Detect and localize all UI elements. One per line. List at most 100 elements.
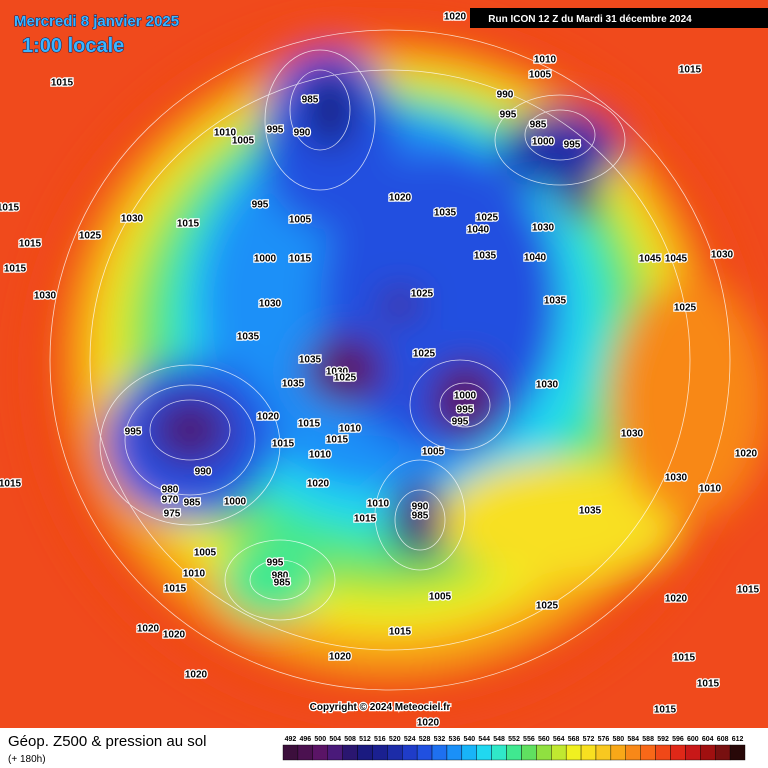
scale-label: 544 [478, 736, 490, 743]
isobar-label: 1020 [163, 630, 186, 641]
scale-swatch [506, 744, 522, 761]
isobar-label: 1015 [389, 627, 412, 638]
scale-label: 536 [449, 736, 461, 743]
isobar-label: 990 [497, 90, 514, 101]
isobar-label: 1005 [422, 447, 445, 458]
field-contour [500, 110, 620, 190]
isobar-label: 985 [184, 498, 201, 509]
color-scale: 492 496 500 504 508 512 516 520 524 528 532 536 540 5… [282, 736, 746, 761]
scale-label: 504 [329, 736, 341, 743]
isobar-label: 980 [272, 571, 289, 582]
scale-swatch [297, 744, 314, 761]
isobar-label: 1025 [536, 601, 559, 612]
scale-label: 532 [434, 736, 446, 743]
scale-swatch [536, 744, 552, 761]
isobar-label: 990 [412, 502, 429, 513]
scale-label: 552 [508, 736, 520, 743]
isobar-label: 1015 [289, 254, 312, 265]
scale-label: 560 [538, 736, 550, 743]
isobar-label: 1020 [307, 479, 330, 490]
isobar-label: 1030 [536, 380, 559, 391]
scale-label: 568 [568, 736, 580, 743]
run-box [470, 8, 768, 28]
scale-label: 508 [344, 736, 356, 743]
forecast-date: Mercredi 8 janvier 2025 [14, 13, 179, 30]
isobar-label: 1020 [389, 193, 412, 204]
scale-label: 572 [583, 736, 595, 743]
scale-swatch [431, 744, 448, 761]
isobar-label: 1030 [121, 214, 144, 225]
field-contour [305, 335, 385, 405]
scale-swatch [416, 744, 433, 761]
scale-swatch [655, 744, 671, 761]
isobar-label: 1030 [259, 299, 282, 310]
isobar-label: 985 [530, 120, 547, 131]
scale-swatch [610, 744, 626, 761]
isobar-label: 1035 [237, 332, 260, 343]
isobar-label: 1015 [354, 514, 377, 525]
isobar-label: 970 [162, 495, 179, 506]
scale-swatch [476, 744, 492, 761]
isobar-label: 1040 [524, 253, 547, 264]
scale-swatch [521, 744, 537, 761]
field-contour [430, 360, 500, 440]
isobar-label: 1015 [673, 653, 696, 664]
isobar-label: 1015 [0, 479, 22, 490]
scale-swatch [565, 744, 582, 761]
isobar-label: 990 [195, 467, 212, 478]
scale-label: 528 [419, 736, 431, 743]
isobar-label: 1035 [282, 379, 305, 390]
legend-subtitle: (+ 180h) [8, 754, 46, 765]
isobar-label: 995 [457, 405, 474, 416]
isobar-label: 1010 [367, 499, 390, 510]
isobar-label: 1015 [19, 239, 42, 250]
scale-label: 548 [493, 736, 505, 743]
isobar-label: 1020 [735, 449, 758, 460]
scale-swatch [312, 744, 328, 761]
isobar-label: 1025 [476, 213, 499, 224]
scale-label: 592 [657, 736, 669, 743]
isobar-label: 1030 [532, 223, 555, 234]
isobar-label: 1025 [334, 373, 357, 384]
isobar-label: 995 [267, 125, 284, 136]
scale-label: 540 [463, 736, 475, 743]
isobar-label: 1010 [339, 424, 362, 435]
scale-label: 492 [285, 736, 297, 743]
scale-swatch [700, 744, 716, 761]
isobar-label: 1010 [183, 569, 206, 580]
scale-label: 604 [702, 736, 714, 743]
isobar-label: 1000 [224, 497, 247, 508]
scale-label: 596 [672, 736, 684, 743]
scale-swatch [342, 744, 358, 761]
scale-label: 600 [687, 736, 699, 743]
isobar-label: 1010 [534, 55, 557, 66]
run-info: Run ICON 12 Z du Mardi 31 décembre 2024 [488, 14, 692, 25]
isobar-label: 1005 [289, 215, 312, 226]
isobar-label: 1020 [185, 670, 208, 681]
scale-swatch [387, 744, 403, 761]
isobar-label: 1010 [214, 128, 237, 139]
isobar-label: 1015 [737, 585, 760, 596]
field-contour [390, 480, 450, 560]
isobar-label: 1030 [665, 473, 688, 484]
isobar-label: 1000 [254, 254, 277, 265]
scale-label: 512 [359, 736, 371, 743]
isobar-label: 1020 [257, 412, 280, 423]
isobar-label: 1015 [697, 679, 720, 690]
isobar-label: 1040 [467, 225, 490, 236]
scale-label: 608 [717, 736, 729, 743]
field-contour [380, 290, 420, 320]
field-contour [305, 70, 355, 150]
scale-label: 516 [374, 736, 386, 743]
isobar-label: 1010 [699, 484, 722, 495]
isobar-label: 995 [252, 200, 269, 211]
scale-swatch [625, 744, 641, 761]
isobar-label: 1025 [674, 303, 697, 314]
isobar-label: 1035 [474, 251, 497, 262]
scale-swatch [282, 744, 299, 761]
scale-swatch [372, 744, 388, 761]
scale-swatch [491, 744, 507, 761]
field-contour [440, 460, 680, 580]
isobar-label: 1005 [529, 70, 552, 81]
